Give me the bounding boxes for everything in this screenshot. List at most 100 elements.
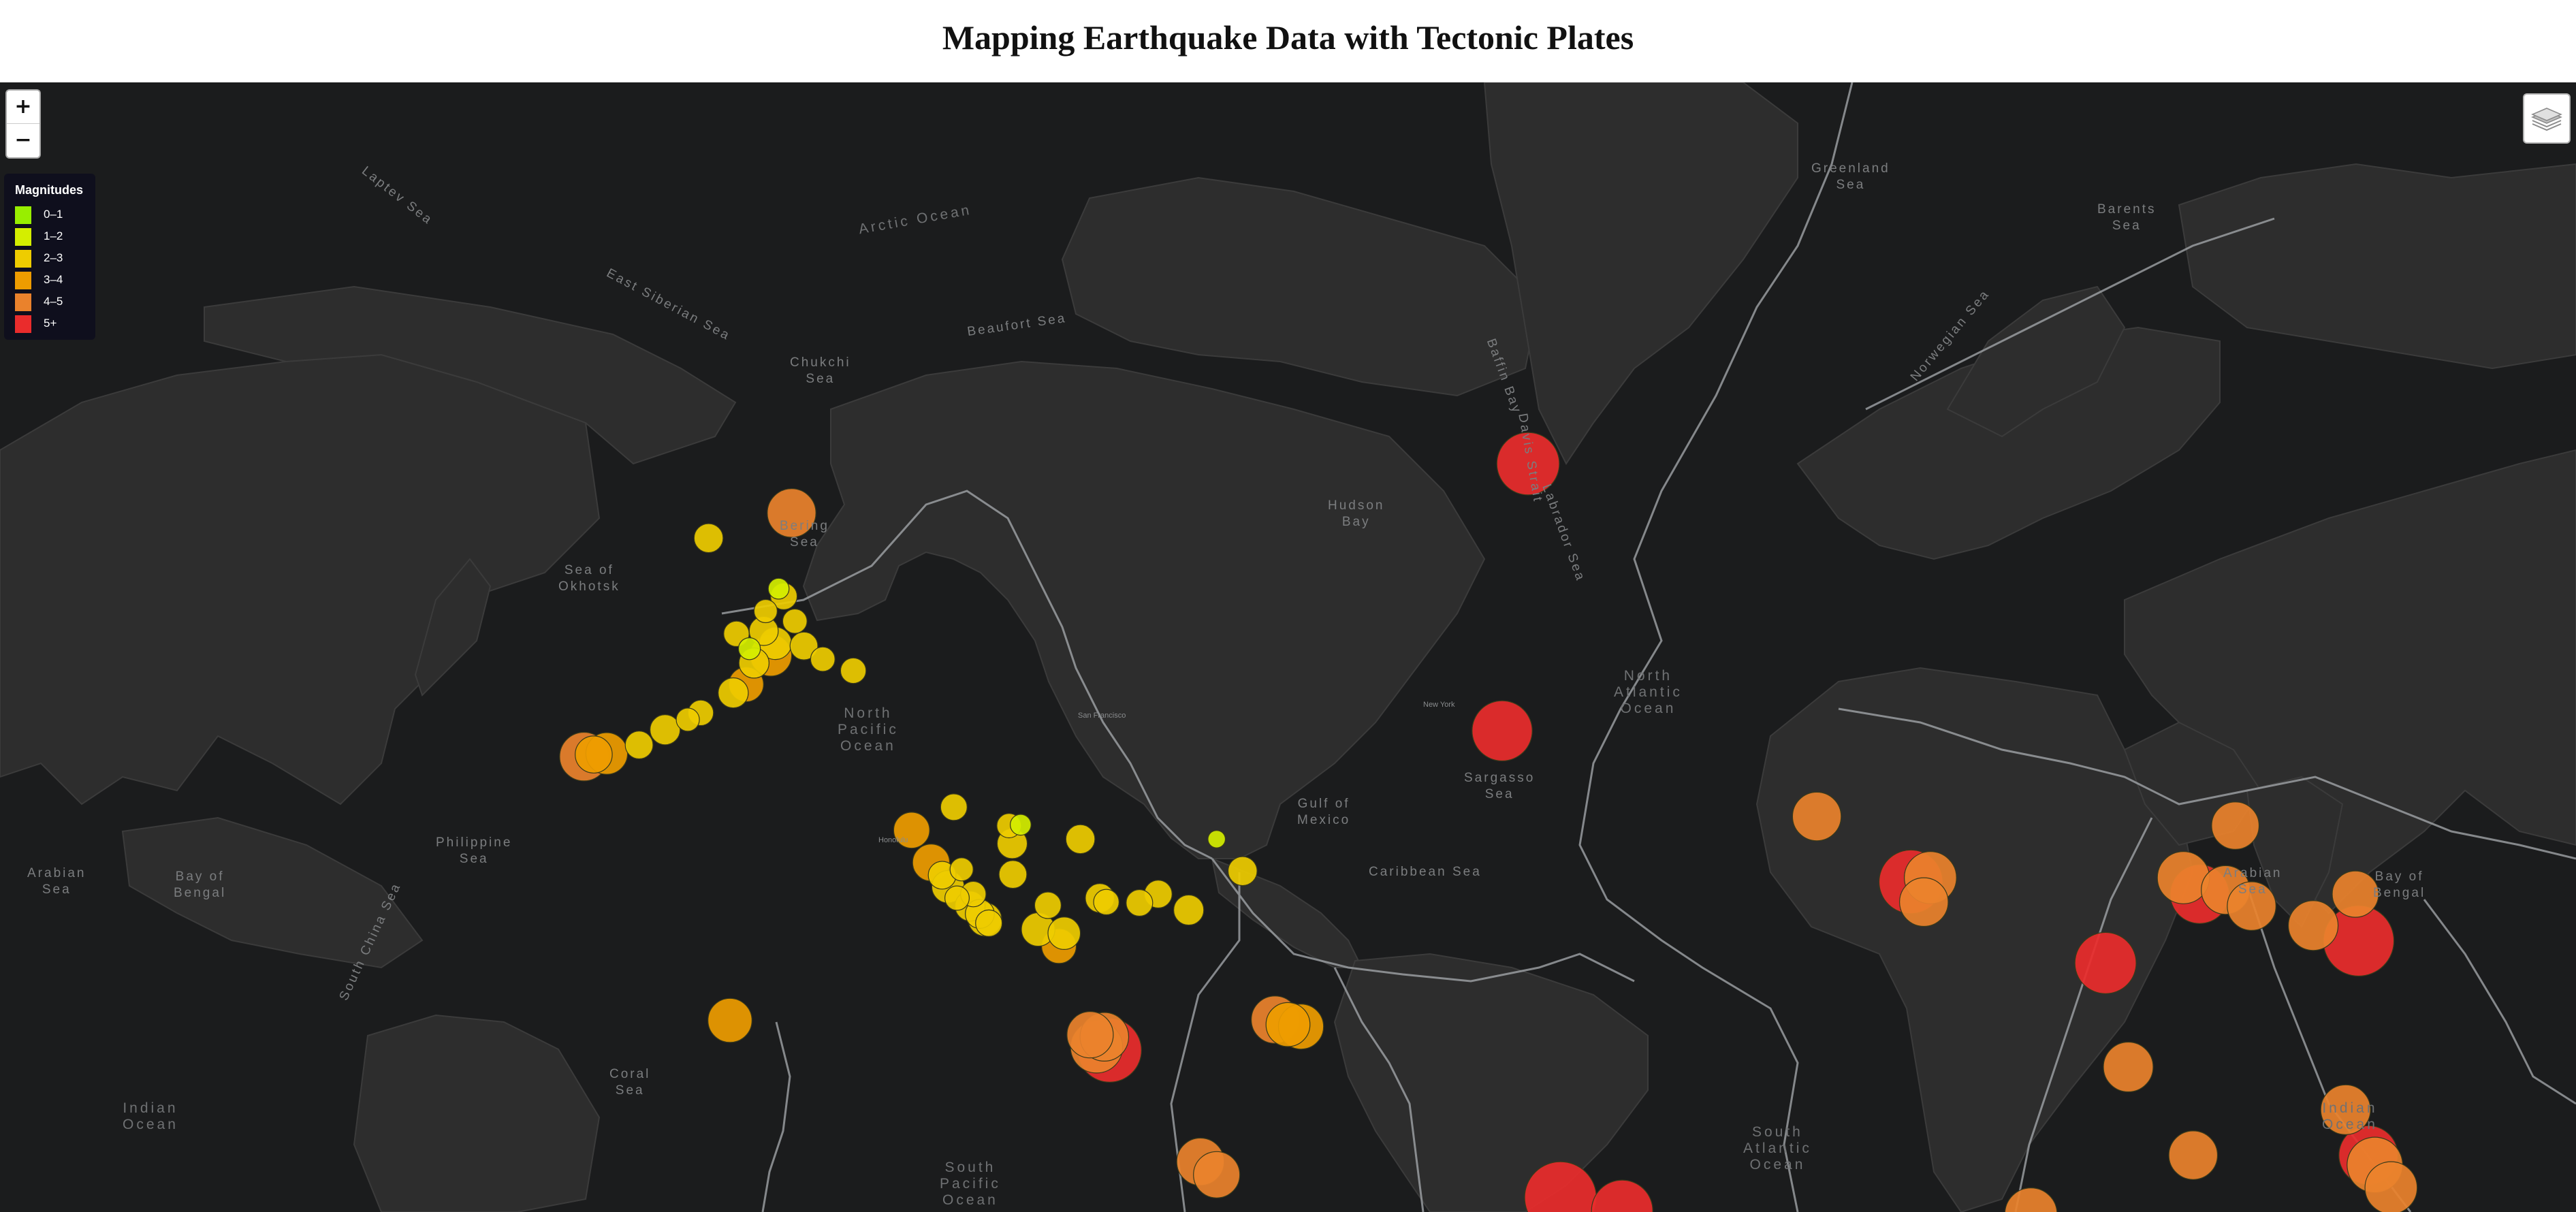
basemap[interactable] (0, 82, 2576, 1212)
page-title: Mapping Earthquake Data with Tectonic Pl… (942, 18, 1634, 57)
earthquake-marker[interactable] (940, 793, 968, 821)
earthquake-marker[interactable] (1173, 894, 1205, 926)
label-south-atlantic-ocean: South Atlantic Ocean (1743, 1124, 1812, 1173)
plate-boundary-mid-atlantic (1578, 82, 1854, 1212)
map-viewport[interactable]: Arctic Ocean Greenland Sea Barents Sea N… (0, 82, 2576, 1212)
earthquake-marker[interactable] (1047, 916, 1081, 950)
legend-swatch (15, 206, 31, 224)
earthquake-marker[interactable] (2074, 931, 2137, 995)
label-bay-of-bengal-left: Bay of Bengal (174, 870, 227, 900)
zoom-in-button[interactable]: + (7, 91, 39, 124)
earthquake-marker[interactable] (624, 731, 654, 760)
layer-control-button[interactable] (2523, 93, 2571, 144)
earthquake-marker[interactable] (2168, 1130, 2219, 1180)
label-bering-sea: Bering Sea (780, 519, 829, 549)
plate-boundary-east-africa (2014, 817, 2153, 1212)
land-greenland (1483, 82, 1798, 465)
earthquake-marker[interactable] (675, 707, 700, 732)
earthquake-marker[interactable] (1265, 1002, 1311, 1047)
earthquake-marker[interactable] (767, 488, 816, 538)
label-bay-of-bengal-right: Bay of Bengal (2373, 870, 2426, 900)
legend-item: 2–3 (15, 250, 90, 268)
earthquake-marker[interactable] (2103, 1041, 2154, 1093)
legend-item: 5+ (15, 315, 90, 333)
earthquake-marker[interactable] (810, 646, 836, 672)
label-indian-ocean-left: Indian Ocean (123, 1100, 178, 1132)
legend-item: 4–5 (15, 293, 90, 311)
earthquake-marker[interactable] (1899, 877, 1949, 927)
earthquake-marker[interactable] (1193, 1151, 1241, 1198)
legend-item: 3–4 (15, 272, 90, 289)
earthquake-marker[interactable] (949, 857, 974, 882)
label-caribbean-sea: Caribbean Sea (1369, 865, 1482, 879)
earthquake-marker[interactable] (1591, 1179, 1653, 1212)
earthquake-marker[interactable] (767, 577, 790, 600)
plate-boundary-tonga-kermadec (761, 1021, 791, 1212)
legend-label: 2–3 (44, 251, 63, 264)
earthquake-marker[interactable] (737, 637, 761, 660)
earthquake-marker[interactable] (2364, 1161, 2418, 1212)
land-japan (414, 558, 492, 697)
earthquake-marker[interactable] (693, 523, 724, 554)
earthquake-marker[interactable] (1009, 814, 1032, 836)
label-hudson-bay: Hudson Bay (1328, 498, 1385, 529)
land-asia-west (0, 353, 601, 806)
label-gulf-of-mexico: Gulf of Mexico (1297, 797, 1351, 827)
legend-label: 3–4 (44, 273, 63, 286)
legend-label: 0–1 (44, 208, 63, 221)
legend-swatch (15, 250, 31, 268)
magnitude-legend: Magnitudes 0–1 1–2 2–3 3–4 4–5 5+ (4, 174, 95, 340)
earthquake-marker[interactable] (1496, 432, 1560, 496)
earthquake-marker[interactable] (2288, 900, 2339, 951)
earthquake-marker[interactable] (753, 599, 778, 624)
land-scandinavia (1946, 285, 2126, 438)
land-siberia-arctic (204, 285, 737, 465)
label-san-francisco: San Francisco (1078, 712, 1126, 720)
earthquake-marker[interactable] (944, 885, 970, 911)
label-north-atlantic-ocean: North Atlantic Ocean (1614, 668, 1683, 716)
earthquake-marker[interactable] (575, 735, 613, 774)
earthquake-marker[interactable] (707, 998, 752, 1043)
earthquake-marker[interactable] (1093, 889, 1120, 916)
plate-boundary-arctic-ridge (1865, 217, 2275, 411)
earthquake-marker[interactable] (1034, 891, 1062, 919)
earthquake-marker[interactable] (2004, 1187, 2058, 1212)
earthquake-marker[interactable] (2332, 870, 2379, 918)
title-bar: Mapping Earthquake Data with Tectonic Pl… (0, 0, 2576, 82)
earthquake-marker[interactable] (998, 860, 1028, 889)
zoom-control: + − (5, 89, 41, 159)
label-indian-ocean-right: Indian Ocean (2322, 1100, 2378, 1132)
label-honolulu: Honolulu (878, 836, 908, 844)
tectonic-plate-boundaries (721, 82, 2576, 1212)
earthquake-marker[interactable] (1227, 856, 1258, 887)
legend-item: 0–1 (15, 206, 90, 224)
earthquake-marker[interactable] (840, 657, 867, 684)
earthquake-marker[interactable] (1792, 791, 1842, 842)
earthquake-marker[interactable] (975, 909, 1003, 938)
earthquake-marker[interactable] (718, 677, 749, 709)
earthquake-marker[interactable] (1472, 700, 1533, 762)
earthquake-marker[interactable] (1126, 889, 1154, 917)
legend-label: 5+ (44, 317, 57, 330)
earthquake-marker[interactable] (1065, 824, 1096, 855)
plate-boundary-sunda (2423, 899, 2576, 1105)
earthquake-marker[interactable] (2320, 1084, 2371, 1135)
earthquake-marker[interactable] (789, 631, 818, 660)
earthquake-marker[interactable] (893, 812, 930, 849)
plate-boundary-cocos-nazca (1211, 858, 1635, 983)
label-south-pacific-ocean: South Pacific Ocean (940, 1160, 1001, 1208)
earthquake-marker[interactable] (782, 608, 808, 634)
zoom-out-button[interactable]: − (14, 128, 32, 152)
earthquake-marker[interactable] (2211, 801, 2260, 850)
earthquake-marker[interactable] (1066, 1011, 1114, 1059)
land-canadian-archipelago (1061, 176, 1540, 397)
legend-title: Magnitudes (15, 183, 84, 197)
earthquake-marker[interactable] (1207, 829, 1226, 848)
earthquake-marker[interactable] (650, 714, 681, 746)
land-masses (0, 82, 2576, 1212)
legend-label: 1–2 (44, 229, 63, 242)
plate-boundary-mediterranean-himalaya (1838, 707, 2576, 860)
earthquake-marker[interactable] (2227, 881, 2276, 931)
land-svalbard-russia-north (2178, 163, 2576, 370)
legend-swatch (15, 272, 31, 289)
